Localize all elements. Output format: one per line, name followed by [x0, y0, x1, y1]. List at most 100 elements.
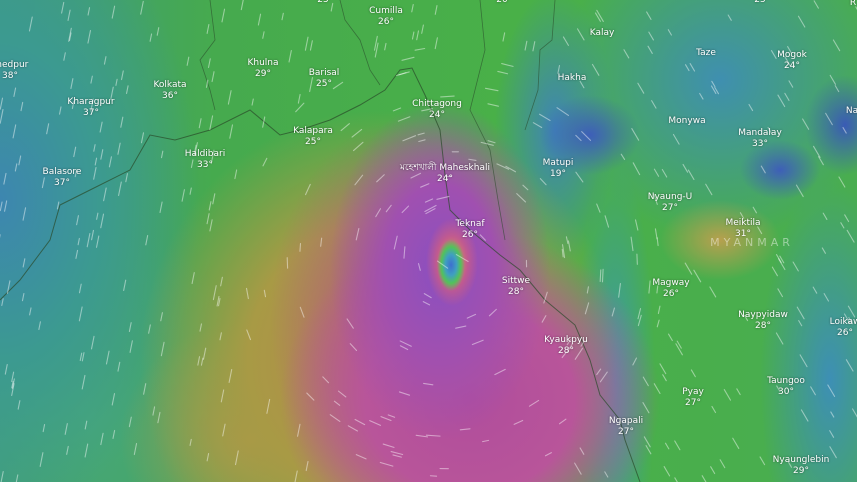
city-label[interactable]: Kyaukpyu 28°	[544, 335, 588, 357]
wind-streak	[392, 454, 402, 458]
city-label[interactable]: Khulna 29°	[247, 58, 278, 80]
wind-streak	[777, 288, 784, 298]
city-label[interactable]: Barisal 25°	[309, 68, 340, 90]
wind-streak	[103, 187, 107, 202]
wind-streak	[382, 443, 395, 448]
city-label[interactable]: Teknaf 26°	[455, 219, 484, 241]
city-name: Haldibari	[184, 149, 226, 159]
wind-streak	[68, 27, 72, 42]
city-label[interactable]: Kharagpur 37°	[67, 97, 114, 119]
city-label[interactable]: Naypyidaw 28°	[738, 310, 788, 332]
city-label[interactable]: R	[850, 0, 856, 9]
wind-streak	[714, 86, 720, 95]
wind-streak	[539, 178, 547, 186]
wind-streak	[197, 356, 201, 366]
city-label[interactable]: Na	[846, 106, 857, 117]
city-label[interactable]: Taze	[696, 48, 716, 59]
wind-streak	[580, 340, 585, 347]
city-label[interactable]: Chittagong 24°	[412, 99, 462, 121]
wind-streak	[100, 149, 104, 160]
wind-streak	[306, 392, 315, 401]
wind-streak	[784, 55, 792, 67]
wind-streak	[351, 128, 363, 138]
city-label[interactable]: Mandalay 33°	[738, 128, 782, 150]
wind-streak	[711, 405, 717, 414]
wind-streak	[591, 63, 600, 76]
wind-streak	[128, 416, 132, 428]
wind-streak	[719, 459, 726, 469]
wind-streak	[484, 87, 499, 92]
wind-streak	[574, 347, 584, 360]
city-name: Monywa	[668, 116, 706, 126]
wind-streak	[112, 429, 116, 439]
wind-streak	[22, 207, 27, 221]
city-label[interactable]: Hakha	[558, 73, 587, 84]
city-label[interactable]: Sittwe 28°	[502, 276, 530, 298]
wind-streak	[496, 163, 510, 170]
wind-streak	[659, 363, 667, 375]
city-label[interactable]: Magway 26°	[652, 278, 689, 300]
city-name: Cumilla	[369, 6, 403, 16]
wind-streak	[0, 471, 4, 482]
city-label[interactable]: Mogok 24°	[777, 50, 807, 72]
wind-streak	[84, 443, 89, 458]
wind-streak	[396, 72, 407, 77]
wind-streak	[56, 201, 60, 210]
wind-streak	[126, 85, 129, 94]
wind-streak	[798, 320, 803, 327]
city-label[interactable]: Nyaung-U 27°	[648, 192, 693, 214]
wind-streak	[189, 438, 192, 446]
wind-streak	[320, 237, 323, 247]
wind-streak	[739, 212, 745, 219]
city-label[interactable]: Ngapali 27°	[609, 416, 643, 438]
wind-streak	[632, 162, 641, 176]
wind-streak	[209, 115, 214, 131]
wind-streak	[757, 226, 763, 235]
wind-streak	[140, 132, 145, 144]
wind-streak	[103, 56, 107, 65]
wind-streak	[544, 452, 552, 457]
city-label[interactable]: Cumilla 26°	[369, 6, 403, 28]
wind-streak	[190, 159, 194, 169]
city-temperature: 33°	[197, 160, 213, 170]
city-label[interactable]: Monywa	[668, 116, 705, 127]
wind-streak	[340, 123, 350, 132]
wind-streak	[479, 234, 486, 241]
city-label[interactable]: Balasore 37°	[43, 167, 82, 189]
city-label[interactable]: Kalay	[590, 28, 615, 39]
city-label[interactable]: Meiktila 31°	[725, 218, 760, 240]
wind-streak	[105, 350, 110, 365]
wind-streak	[99, 121, 103, 133]
wind-streak	[221, 8, 226, 23]
city-name: Loikaw	[829, 317, 857, 327]
city-name: Mogok	[777, 50, 807, 60]
wind-streak	[743, 314, 749, 322]
wind-streak	[64, 423, 68, 435]
city-label[interactable]: Nyaunglebin 29°	[773, 455, 830, 477]
wind-streak	[653, 168, 660, 177]
city-label[interactable]: shedpur38°	[0, 60, 28, 82]
wind-streak	[13, 87, 17, 97]
wind-streak	[575, 134, 582, 142]
wind-streak	[262, 157, 268, 167]
city-name: Naypyidaw	[738, 310, 788, 320]
wind-streak	[222, 423, 226, 437]
city-label[interactable]: মহেশখালী Maheskhali 24°	[400, 163, 490, 185]
city-label[interactable]: Kalapara 25°	[293, 126, 333, 148]
wind-streak	[0, 201, 3, 212]
wind-streak	[575, 171, 584, 183]
city-name: Ngapali	[608, 416, 644, 426]
city-name: Mandalay	[738, 128, 782, 138]
city-label[interactable]: Pyay 27°	[682, 387, 704, 409]
city-label[interactable]: Loikaw 26°	[830, 317, 857, 339]
city-label[interactable]: Matupi 19°	[543, 158, 574, 180]
wind-streak	[76, 215, 79, 226]
wind-streak	[354, 418, 366, 426]
wind-streak	[425, 434, 441, 437]
wind-streak	[41, 177, 45, 189]
city-label[interactable]: Haldibari 33°	[185, 149, 225, 171]
city-label[interactable]: Kolkata 36°	[153, 80, 186, 102]
city-label[interactable]: Taungoo 30°	[767, 376, 805, 398]
